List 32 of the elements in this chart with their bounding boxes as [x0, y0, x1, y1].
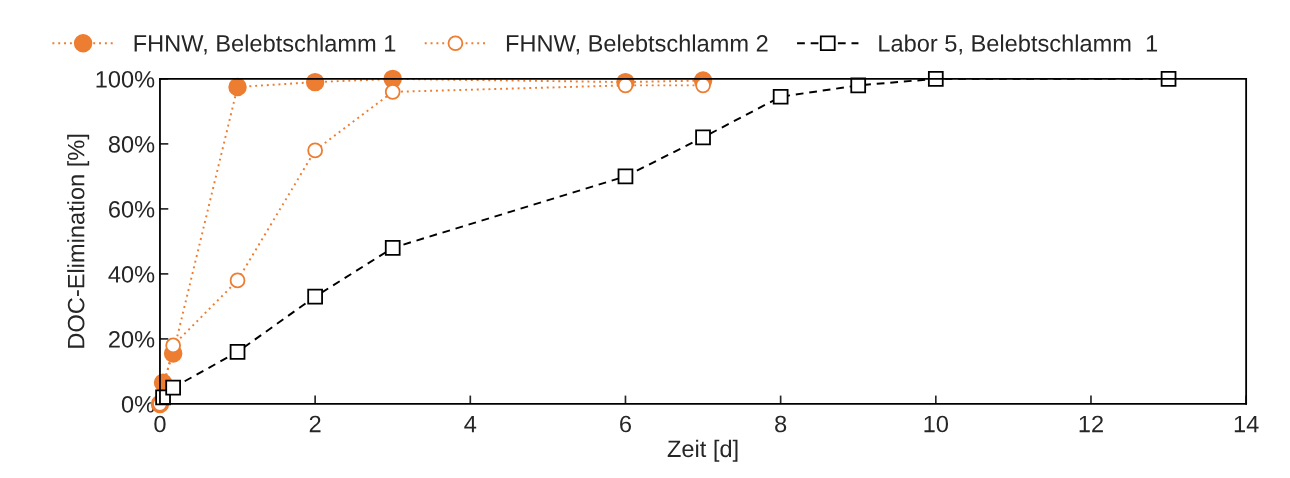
x-tick-label: 0	[154, 415, 166, 433]
point	[228, 77, 247, 97]
x-tick-label: 14	[1234, 415, 1259, 433]
x-tick-label: 10	[924, 415, 949, 433]
point	[307, 142, 323, 159]
x-tick-label: 12	[1079, 415, 1103, 433]
point	[772, 88, 789, 105]
point	[927, 71, 944, 87]
x-tick-label: 8	[775, 415, 787, 433]
legend-label: FHNW, Belebtschlamm 1	[134, 34, 396, 55]
point	[384, 84, 401, 100]
y-tick-label: 100%	[96, 70, 155, 88]
point	[307, 288, 323, 305]
legend-label: FHNW, Belebtschlamm 2	[506, 34, 768, 55]
y-axis-title: DOC-Elimination [%]	[67, 134, 90, 348]
y-tick-label: 60%	[109, 200, 155, 218]
x-tick-label: 6	[620, 415, 631, 433]
y-tick-label: 40%	[108, 265, 155, 283]
y-tick-label: 20%	[109, 330, 155, 348]
point	[695, 77, 711, 94]
point	[165, 379, 181, 396]
x-tick-label: 4	[464, 415, 477, 433]
x-axis-title: Zeit [d]	[667, 439, 738, 462]
point	[617, 168, 634, 185]
y-tick-label: 80%	[108, 135, 155, 153]
point	[165, 337, 181, 354]
point	[229, 344, 246, 360]
point	[695, 129, 711, 146]
legend-label: Labor 5, Belebtschlamm 1	[879, 34, 1158, 55]
x-tick-label: 2	[309, 415, 321, 433]
point	[229, 272, 246, 289]
point	[384, 240, 401, 256]
